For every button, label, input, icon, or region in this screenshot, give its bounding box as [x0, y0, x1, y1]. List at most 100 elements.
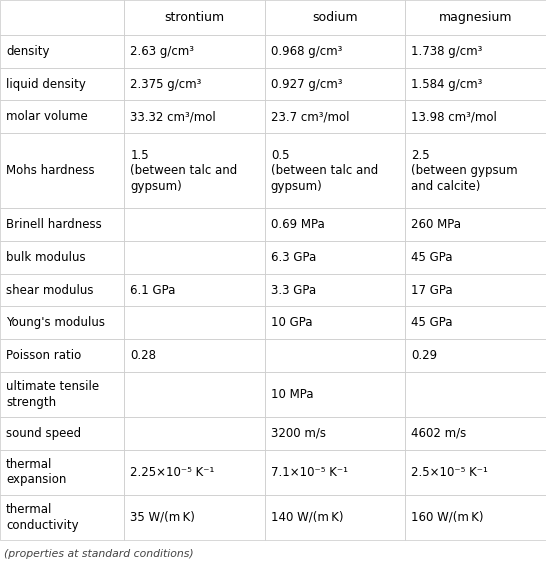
Bar [265, 371, 405, 417]
Text: 45 GPa: 45 GPa [411, 251, 453, 264]
Text: Mohs hardness: Mohs hardness [6, 164, 94, 177]
Bar [405, 101, 546, 133]
Text: Poisson ratio: Poisson ratio [6, 349, 81, 362]
Text: (properties at standard conditions): (properties at standard conditions) [4, 549, 194, 559]
Text: molar volume: molar volume [6, 110, 88, 123]
Text: 10 GPa: 10 GPa [271, 316, 312, 329]
Text: thermal
conductivity: thermal conductivity [6, 503, 79, 532]
Text: bulk modulus: bulk modulus [6, 251, 86, 264]
Text: Brinell hardness: Brinell hardness [6, 218, 102, 232]
Bar [265, 0, 405, 35]
Bar [124, 339, 265, 371]
Bar [265, 450, 405, 495]
Bar [265, 101, 405, 133]
Text: 23.7 cm³/mol: 23.7 cm³/mol [271, 110, 349, 123]
Text: 10 MPa: 10 MPa [271, 388, 313, 401]
Bar [265, 306, 405, 339]
Text: 0.28: 0.28 [130, 349, 157, 362]
Text: 2.5
(between gypsum
and calcite): 2.5 (between gypsum and calcite) [411, 149, 518, 193]
Text: sodium: sodium [312, 11, 358, 24]
Bar [405, 241, 546, 274]
Text: 35 W/(m K): 35 W/(m K) [130, 511, 195, 524]
Bar [124, 0, 265, 35]
Bar [405, 274, 546, 306]
Text: 17 GPa: 17 GPa [411, 284, 453, 297]
Text: 160 W/(m K): 160 W/(m K) [411, 511, 484, 524]
Bar [0, 101, 124, 133]
Bar [124, 209, 265, 241]
Text: 2.25×10⁻⁵ K⁻¹: 2.25×10⁻⁵ K⁻¹ [130, 466, 215, 479]
Text: strontium: strontium [164, 11, 225, 24]
Text: 260 MPa: 260 MPa [411, 218, 461, 232]
Bar [0, 133, 124, 209]
Bar [265, 417, 405, 450]
Text: 3.3 GPa: 3.3 GPa [271, 284, 316, 297]
Bar [0, 495, 124, 540]
Bar [265, 339, 405, 371]
Bar [265, 68, 405, 101]
Bar [124, 68, 265, 101]
Bar [405, 495, 546, 540]
Text: 0.29: 0.29 [411, 349, 437, 362]
Text: 3200 m/s: 3200 m/s [271, 427, 326, 439]
Text: liquid density: liquid density [6, 78, 86, 90]
Text: 0.927 g/cm³: 0.927 g/cm³ [271, 78, 342, 90]
Text: 2.63 g/cm³: 2.63 g/cm³ [130, 45, 194, 58]
Bar [124, 306, 265, 339]
Bar [265, 274, 405, 306]
Text: 45 GPa: 45 GPa [411, 316, 453, 329]
Bar [405, 339, 546, 371]
Bar [124, 417, 265, 450]
Bar [405, 68, 546, 101]
Text: 2.375 g/cm³: 2.375 g/cm³ [130, 78, 202, 90]
Bar [124, 101, 265, 133]
Bar [0, 450, 124, 495]
Text: magnesium: magnesium [439, 11, 512, 24]
Bar [0, 417, 124, 450]
Bar [265, 495, 405, 540]
Bar [265, 241, 405, 274]
Text: density: density [6, 45, 50, 58]
Bar [405, 371, 546, 417]
Bar [0, 35, 124, 68]
Bar [124, 450, 265, 495]
Bar [0, 339, 124, 371]
Bar [265, 35, 405, 68]
Bar [405, 35, 546, 68]
Bar [405, 133, 546, 209]
Bar [405, 306, 546, 339]
Text: thermal
expansion: thermal expansion [6, 458, 67, 487]
Bar [124, 133, 265, 209]
Text: 7.1×10⁻⁵ K⁻¹: 7.1×10⁻⁵ K⁻¹ [271, 466, 348, 479]
Bar [405, 209, 546, 241]
Bar [0, 371, 124, 417]
Text: 6.1 GPa: 6.1 GPa [130, 284, 176, 297]
Bar [405, 450, 546, 495]
Bar [0, 241, 124, 274]
Text: 4602 m/s: 4602 m/s [411, 427, 466, 439]
Bar [124, 371, 265, 417]
Text: 13.98 cm³/mol: 13.98 cm³/mol [411, 110, 497, 123]
Text: 2.5×10⁻⁵ K⁻¹: 2.5×10⁻⁵ K⁻¹ [411, 466, 488, 479]
Bar [405, 0, 546, 35]
Bar [0, 274, 124, 306]
Text: 0.69 MPa: 0.69 MPa [271, 218, 324, 232]
Bar [0, 306, 124, 339]
Text: sound speed: sound speed [6, 427, 81, 439]
Text: 33.32 cm³/mol: 33.32 cm³/mol [130, 110, 216, 123]
Text: 1.584 g/cm³: 1.584 g/cm³ [411, 78, 483, 90]
Bar [0, 209, 124, 241]
Text: 6.3 GPa: 6.3 GPa [271, 251, 316, 264]
Bar [124, 35, 265, 68]
Bar [405, 417, 546, 450]
Text: 1.738 g/cm³: 1.738 g/cm³ [411, 45, 483, 58]
Text: shear modulus: shear modulus [6, 284, 93, 297]
Text: ultimate tensile
strength: ultimate tensile strength [6, 380, 99, 409]
Text: 1.5
(between talc and
gypsum): 1.5 (between talc and gypsum) [130, 149, 238, 193]
Text: 140 W/(m K): 140 W/(m K) [271, 511, 343, 524]
Text: 0.5
(between talc and
gypsum): 0.5 (between talc and gypsum) [271, 149, 378, 193]
Text: 0.968 g/cm³: 0.968 g/cm³ [271, 45, 342, 58]
Bar [265, 133, 405, 209]
Bar [0, 0, 124, 35]
Bar [0, 68, 124, 101]
